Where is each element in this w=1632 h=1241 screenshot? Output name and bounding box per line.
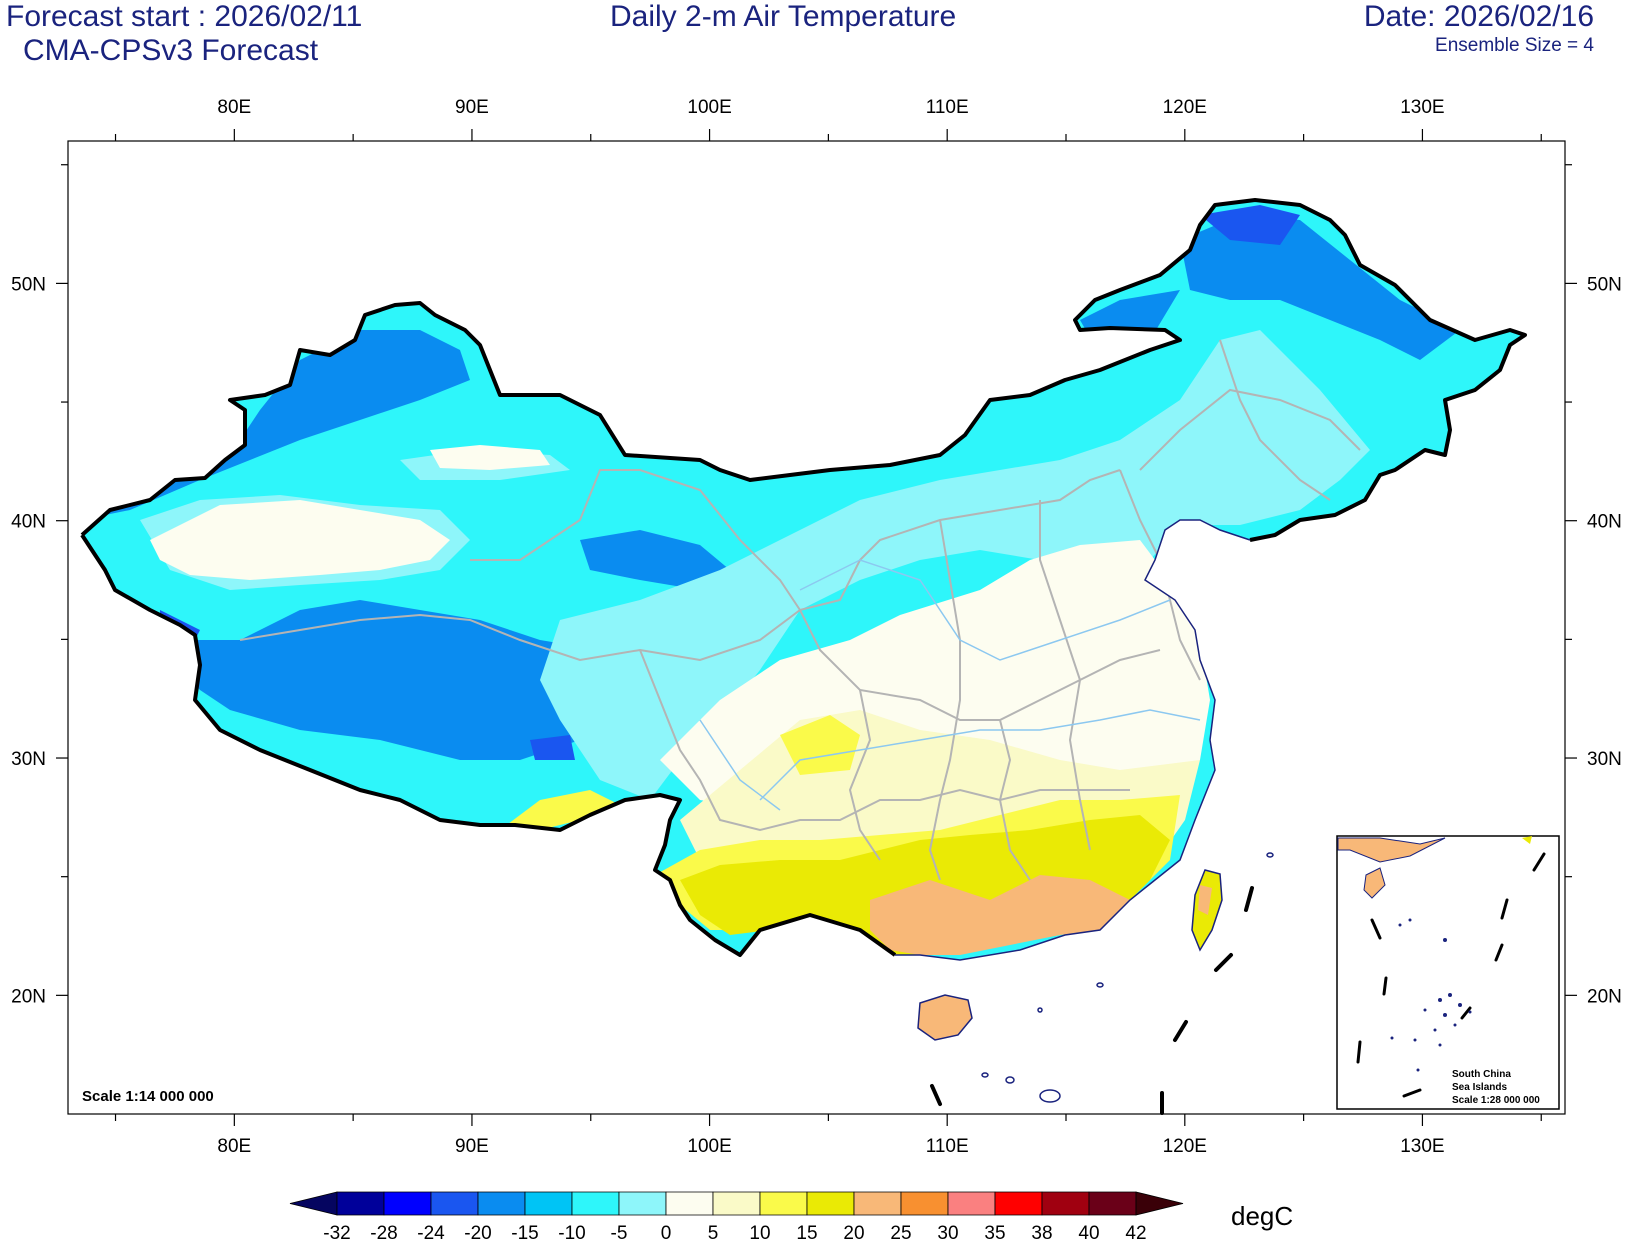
colorbar-swatch	[1041, 1191, 1090, 1216]
colorbar-level-label: 42	[1125, 1223, 1146, 1241]
longitude-tick-label: 110E	[926, 1136, 969, 1157]
colorbar-swatch	[994, 1191, 1043, 1216]
colorbar-level-label: 35	[984, 1223, 1005, 1241]
colorbar-level-label: 20	[843, 1223, 864, 1241]
colorbar-swatch	[665, 1191, 714, 1216]
latitude-tick-label: 20N	[11, 986, 46, 1007]
colorbar-level-label: -15	[511, 1223, 538, 1241]
latitude-tick-label: 50N	[1587, 274, 1622, 295]
colorbar-level-label: 15	[796, 1223, 817, 1241]
rivers	[699, 559, 1201, 811]
colorbar-swatch	[900, 1191, 949, 1216]
colorbar-level-label: 0	[661, 1223, 672, 1241]
map-title: Daily 2-m Air Temperature	[610, 0, 957, 33]
axis-ticks: 80E 80E 90E 90E 100E 100E 110E 110E 120E 120E 130E…	[11, 97, 1622, 1157]
colorbar-level-label: -20	[464, 1223, 491, 1241]
colorbar-swatch	[336, 1191, 385, 1216]
colorbar-swatch	[571, 1191, 620, 1216]
colorbar-swatch	[430, 1191, 479, 1216]
colorbar-level-label: 30	[937, 1223, 958, 1241]
colorbar-swatch	[477, 1191, 526, 1216]
colorbar-level-label: -28	[370, 1223, 397, 1241]
model-label: CMA-CPSv3 Forecast	[23, 34, 319, 67]
longitude-tick-label: 110E	[926, 97, 969, 118]
colorbar-swatch	[759, 1191, 808, 1216]
colorbar-swatch	[618, 1191, 667, 1216]
colorbar-level-label: -24	[417, 1223, 445, 1241]
small-islands	[981, 852, 1274, 1103]
nine-dash-line	[930, 886, 1254, 1115]
colorbar-swatch	[1135, 1191, 1184, 1216]
latitude-tick-label: 50N	[11, 274, 46, 295]
national-border	[80, 198, 1527, 542]
colorbar-swatch	[289, 1191, 338, 1216]
colorbar-swatch	[853, 1191, 902, 1216]
colorbar-level-label: 5	[708, 1223, 719, 1241]
colorbar-swatch	[1088, 1191, 1137, 1216]
longitude-tick-label: 90E	[455, 97, 489, 118]
longitude-tick-label: 100E	[687, 97, 731, 118]
inset-label-line-1: South China	[1452, 1069, 1511, 1080]
colorbar-level-label: 38	[1031, 1223, 1052, 1241]
colorbar-level-label: -32	[323, 1223, 350, 1241]
latitude-tick-label: 20N	[1587, 986, 1622, 1007]
coastline	[895, 739, 1216, 961]
inset-label-line-2: Sea Islands	[1452, 1082, 1507, 1093]
forecast-start-label: Forecast start : 2026/02/11	[6, 0, 363, 33]
colorbar-swatch	[806, 1191, 855, 1216]
colorbar-swatch	[712, 1191, 761, 1216]
longitude-tick-label: 120E	[1163, 1136, 1207, 1157]
latitude-tick-label: 40N	[1587, 512, 1622, 533]
latitude-tick-label: 40N	[11, 512, 46, 533]
colorbar-level-label: 10	[749, 1223, 770, 1241]
ensemble-size-label: Ensemble Size = 4	[1435, 35, 1594, 56]
colorbar-swatch	[947, 1191, 996, 1216]
latitude-tick-label: 30N	[11, 749, 46, 770]
longitude-tick-label: 90E	[455, 1136, 489, 1157]
longitude-tick-label: 130E	[1400, 97, 1444, 118]
province-boundaries	[239, 339, 1361, 881]
colorbar-unit-label: degC	[1231, 1201, 1293, 1231]
longitude-tick-label: 80E	[217, 97, 251, 118]
inset-scale-label: Scale 1:28 000 000	[1452, 1095, 1540, 1106]
colorbar-level-label: -10	[558, 1223, 585, 1241]
longitude-tick-label: 120E	[1163, 97, 1207, 118]
colorbar-level-label: 40	[1078, 1223, 1099, 1241]
latitude-tick-label: 30N	[1587, 749, 1622, 770]
longitude-tick-label: 100E	[687, 1136, 731, 1157]
valid-date-label: Date: 2026/02/16	[1363, 0, 1594, 33]
colorbar-swatch	[383, 1191, 432, 1216]
colorbar-level-label: -5	[611, 1223, 628, 1241]
colorbar-swatch	[524, 1191, 573, 1216]
longitude-tick-label: 130E	[1400, 1136, 1444, 1157]
hainan-island	[917, 994, 973, 1041]
inset-map: South China Sea Islands Scale 1:28 000 0…	[1336, 835, 1560, 1110]
colorbar-level-label: 25	[890, 1223, 911, 1241]
map-scale-label: Scale 1:14 000 000	[82, 1088, 214, 1105]
colorbar: -32 -28 -24 -20 -15 -10 -5 0 5 10 15 20 25 30 35 38 40 42	[289, 1191, 1184, 1241]
longitude-tick-label: 80E	[217, 1136, 251, 1157]
